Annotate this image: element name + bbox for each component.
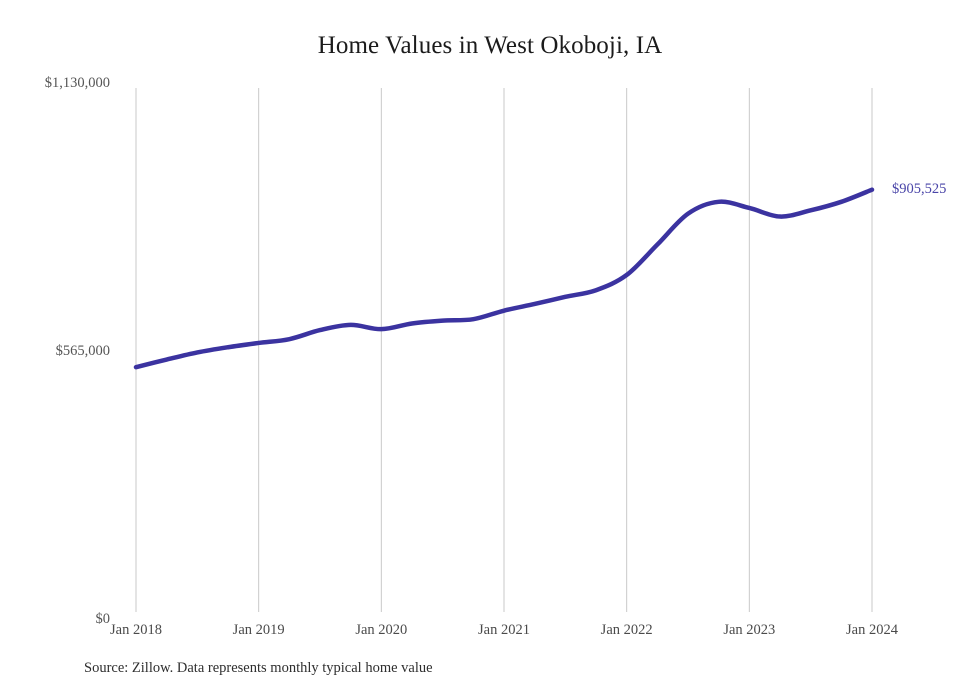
x-tick-label: Jan 2023 [723,622,776,638]
x-tick-label: Jan 2024 [846,622,898,638]
x-tick-label: Jan 2021 [478,622,530,638]
x-tick-label: Jan 2022 [600,622,653,638]
end-value-label: $905,525 [892,180,947,197]
gridlines [135,88,873,612]
x-tick-label: Jan 2018 [110,622,162,638]
y-tick-label-mid: $565,000 [55,343,110,359]
y-tick-label-max: $1,130,000 [44,75,110,91]
source-footnote: Source: Zillow. Data represents monthly … [84,660,433,676]
y-tick-label-zero: $0 [95,611,111,627]
x-tick-label: Jan 2019 [232,622,285,638]
y-axis-tick-labels: $1,130,000 $565,000 $0 [0,0,110,699]
series-line-typical-home-value [133,187,875,370]
x-tick-label: Jan 2020 [355,622,408,638]
chart-title: Home Values in West Okoboji, IA [317,32,663,59]
